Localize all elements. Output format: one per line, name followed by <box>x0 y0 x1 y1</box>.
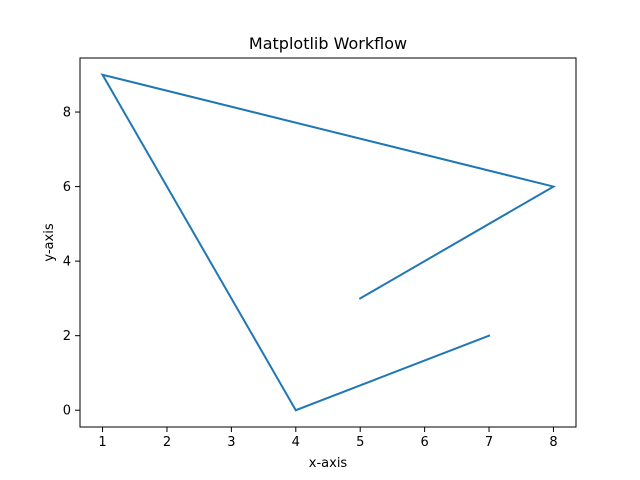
y-tick-label: 2 <box>63 329 71 344</box>
x-tick-label: 7 <box>485 435 493 450</box>
plot-area <box>80 58 576 427</box>
y-tick-label: 6 <box>63 180 71 195</box>
x-tick-label: 6 <box>420 435 428 450</box>
series-layer <box>100 73 557 412</box>
y-tick-label: 0 <box>63 404 71 419</box>
y-axis-label: y-axis <box>42 223 57 261</box>
x-tick-label: 3 <box>227 435 235 450</box>
series-line <box>100 73 557 412</box>
x-tick-label: 5 <box>356 435 364 450</box>
plot-frame <box>79 57 577 428</box>
x-tick-label: 2 <box>163 435 171 450</box>
y-tick-label: 4 <box>63 255 71 270</box>
x-tick-label: 4 <box>292 435 300 450</box>
y-tick-label: 8 <box>63 106 71 121</box>
x-axis-ticks: 1 2 3 4 5 6 7 8 <box>98 427 558 450</box>
x-tick-label: 8 <box>549 435 557 450</box>
chart-title: Matplotlib Workflow <box>249 34 407 53</box>
y-axis-ticks: 0 2 4 6 8 <box>63 106 80 419</box>
x-tick-label: 1 <box>98 435 106 450</box>
x-axis-label: x-axis <box>309 456 348 471</box>
